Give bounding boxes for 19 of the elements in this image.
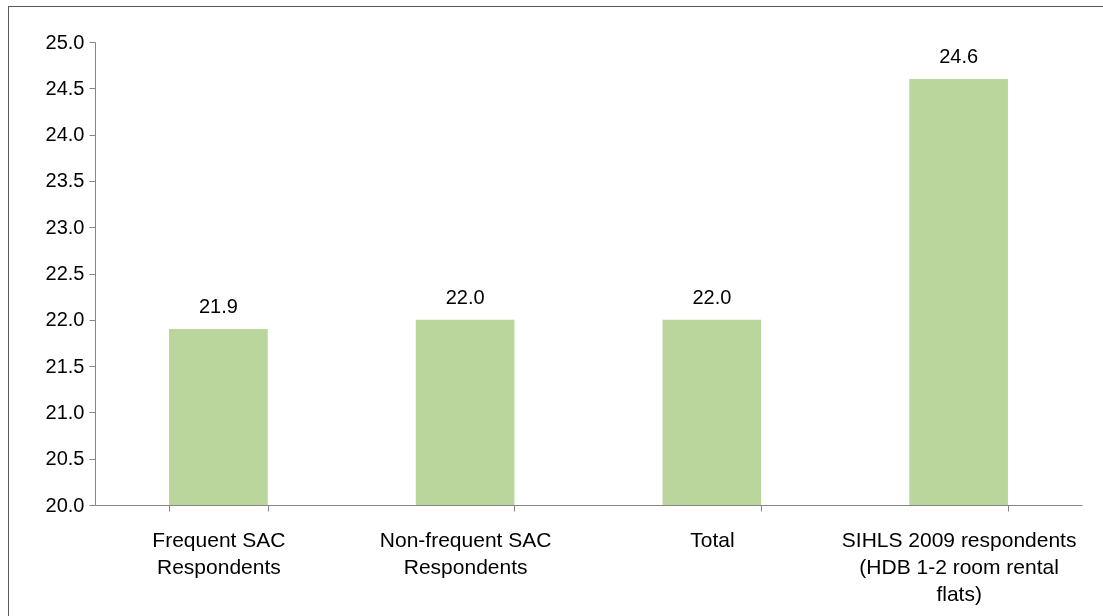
x-tick-label: SIHLS 2009 respondents (HDB 1-2 room rental flats)	[841, 527, 1077, 605]
y-tick-label: 25.0	[45, 30, 85, 53]
y-tick-label: 20.0	[45, 493, 85, 516]
y-tick-label: 22.5	[45, 262, 85, 284]
data-label: 24.6	[939, 45, 979, 68]
y-tick-label: 21.5	[45, 354, 85, 377]
data-label: 22.0	[692, 285, 732, 308]
x-tick-label: Non-frequent SAC Respondents	[379, 527, 552, 578]
x-tick-label: Total	[690, 527, 735, 551]
y-tick-label: 21.0	[45, 400, 85, 423]
y-tick-label: 24.5	[45, 76, 85, 99]
x-tick-label: Frequent SAC Respondents	[152, 527, 286, 578]
data-label: 22.0	[445, 285, 485, 308]
y-tick-label: 23.0	[45, 215, 85, 238]
y-tick-label: 22.0	[45, 308, 85, 331]
y-tick-label: 20.5	[45, 447, 85, 470]
data-label: 21.9	[198, 295, 238, 318]
y-tick-label: 23.5	[45, 169, 85, 192]
y-tick-label: 24.0	[45, 123, 85, 146]
